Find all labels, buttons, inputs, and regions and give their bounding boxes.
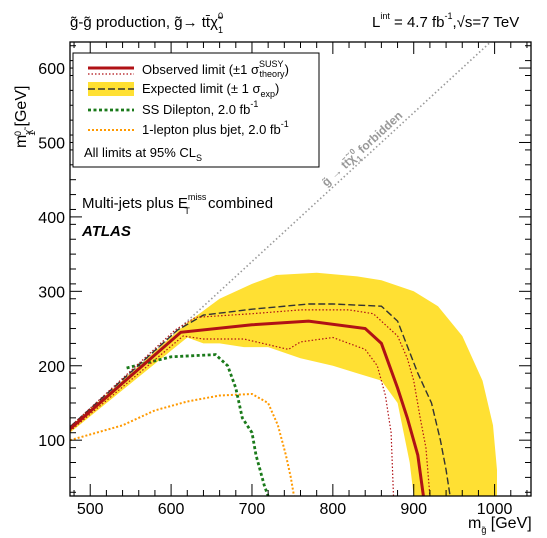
y-tick-label: 500	[38, 135, 65, 152]
y-tick-label: 400	[38, 210, 65, 227]
legend-expected-label: Expected limit (± 1 σexp)	[142, 81, 279, 99]
axis-ticks	[70, 42, 531, 496]
legend-onelep: 1-lepton plus bjet, 2.0 fb-1	[88, 119, 289, 137]
svg-text:g̃ → tt̄χ̃01 forbidden: g̃ → tt̄χ̃01 forbidden	[318, 107, 408, 192]
x-tick-label: 600	[158, 501, 185, 518]
y-axis-label: mχ̃0 1 [GeV]	[13, 86, 37, 148]
legend-box	[72, 52, 320, 168]
series-observed-down	[70, 335, 395, 496]
x-tick-label: 500	[77, 501, 104, 518]
atlas-label: ATLAS	[81, 223, 131, 240]
x-tick-label: 700	[239, 501, 266, 518]
legend: Observed limit (±1 σSUSY theory) Expected…	[72, 52, 320, 168]
series-expected	[70, 303, 451, 496]
forbidden-label: g̃ → tt̄χ̃01 forbidden	[318, 107, 408, 192]
legend-ss-label: SS Dilepton, 2.0 fb-1	[142, 99, 258, 117]
x-axis-label: mg̃ [GeV]	[468, 515, 532, 535]
legend-observed-label: Observed limit (±1 σSUSY theory)	[142, 59, 289, 79]
chart-header: g̃-g̃ production, g̃→ tt̄χ̃0 1 Lint = 4.7…	[70, 11, 519, 35]
series-observed	[70, 319, 425, 496]
legend-cls-note: All limits at 95% CLS	[84, 145, 202, 163]
y-tick-label: 600	[38, 61, 65, 78]
legend-ss: SS Dilepton, 2.0 fb-1	[88, 99, 258, 117]
y-tick-label: 300	[38, 284, 65, 301]
series-ss-dilepton	[126, 353, 270, 496]
x-tick-label: 900	[400, 501, 427, 518]
x-tick-label: 1000	[477, 501, 513, 518]
annotation-multijets: Multi-jets plus Emiss T combined	[82, 192, 273, 216]
plot-area	[70, 42, 497, 496]
series-onelep	[70, 392, 295, 496]
y-tick-label: 200	[38, 359, 65, 376]
legend-onelep-label: 1-lepton plus bjet, 2.0 fb-1	[142, 119, 289, 137]
axis-tick-labels: 500 600 700 800 900 1000 100 200 300 400 500 600	[38, 61, 512, 518]
header-left: g̃-g̃ production, g̃→ tt̄χ̃0 1	[70, 11, 224, 35]
legend-observed: Observed limit (±1 σSUSY theory)	[88, 59, 289, 79]
legend-expected: Expected limit (± 1 σexp)	[88, 81, 279, 99]
y-tick-label: 100	[38, 433, 65, 450]
header-right: Lint = 4.7 fb-1,√s=7 TeV	[372, 11, 519, 31]
x-tick-label: 800	[319, 501, 346, 518]
